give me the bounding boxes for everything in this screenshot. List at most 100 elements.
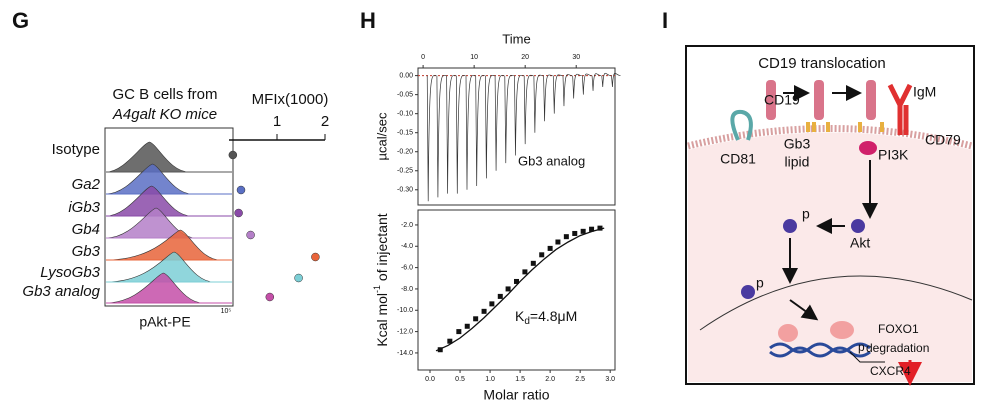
injection-peak bbox=[562, 74, 573, 107]
injection-peak bbox=[504, 74, 514, 164]
point bbox=[580, 228, 586, 234]
injection-peak bbox=[494, 75, 505, 171]
y-tick-label: -2.0 bbox=[401, 222, 413, 229]
category-label: iGb3 bbox=[68, 199, 100, 216]
x-tick-label: 1.0 bbox=[485, 376, 495, 383]
injection-peak bbox=[436, 75, 446, 198]
cytoplasm bbox=[688, 132, 972, 382]
point bbox=[456, 329, 462, 335]
akt-icon bbox=[783, 219, 797, 233]
foxo1-icon bbox=[830, 321, 854, 339]
cd19-icon bbox=[814, 80, 824, 120]
y-tick-label: 0.00 bbox=[399, 72, 413, 79]
y-label: Kcal mol-1 of injectant bbox=[372, 213, 389, 346]
category-label: LysoGb3 bbox=[40, 264, 100, 281]
plot-frame bbox=[417, 209, 616, 371]
point bbox=[514, 278, 519, 284]
cd19-icon bbox=[766, 80, 776, 120]
annotation-part: d bbox=[524, 316, 530, 327]
annotation-part: =4.8μM bbox=[530, 308, 577, 324]
dot bbox=[234, 208, 243, 218]
panel-label: I bbox=[662, 8, 668, 33]
point bbox=[530, 260, 536, 266]
plot-frame bbox=[417, 67, 616, 206]
x-tick-label: 1.5 bbox=[515, 376, 525, 383]
dot bbox=[236, 185, 246, 195]
y-label-part: Kcal mol bbox=[374, 293, 390, 347]
point bbox=[547, 245, 553, 251]
label: PI3K bbox=[878, 147, 909, 163]
point bbox=[489, 301, 495, 307]
point bbox=[447, 338, 453, 344]
point bbox=[597, 225, 603, 231]
injection-peak bbox=[514, 74, 524, 156]
injection-peak bbox=[446, 75, 456, 194]
dot bbox=[246, 230, 255, 240]
point bbox=[505, 286, 511, 292]
arrow bbox=[789, 299, 819, 321]
dot bbox=[265, 292, 275, 302]
y-label: µcal/sec bbox=[374, 112, 389, 160]
x-label: pAkt-PE bbox=[139, 314, 190, 330]
point bbox=[539, 252, 545, 258]
x-tick-label: 1 bbox=[273, 113, 281, 130]
y-tick-label: -0.25 bbox=[397, 168, 413, 175]
histogram-frame bbox=[104, 127, 234, 307]
injection-peak bbox=[533, 74, 543, 133]
label: IgM bbox=[913, 84, 936, 100]
y-tick-label: -6.0 bbox=[401, 264, 413, 271]
injection-peak bbox=[543, 74, 553, 122]
title: A4galt KO mice bbox=[112, 106, 217, 123]
point bbox=[589, 226, 595, 232]
annotation: Kd=4.8μM bbox=[515, 308, 577, 327]
fit-line bbox=[435, 227, 605, 352]
y-tick-label: -0.05 bbox=[397, 91, 413, 98]
title: GC B cells from bbox=[112, 86, 217, 103]
y-tick-label: -0.20 bbox=[397, 149, 413, 156]
injection-peak bbox=[582, 73, 592, 95]
x-tick-label: 3.0 bbox=[605, 376, 615, 383]
label: Gb3 bbox=[784, 136, 811, 152]
injection-peak bbox=[485, 75, 495, 179]
y-tick-label: -0.10 bbox=[397, 111, 413, 118]
y-tick-label: -12.0 bbox=[397, 328, 413, 335]
injection-peak bbox=[523, 74, 534, 145]
value-label: MFIx(1000) bbox=[252, 91, 329, 108]
label: CXCR4 bbox=[870, 364, 911, 378]
histogram bbox=[105, 163, 232, 195]
y-tick-label: -14.0 bbox=[397, 350, 413, 357]
injection-peak bbox=[591, 73, 602, 91]
y-tick-label: -0.30 bbox=[397, 187, 413, 194]
y-tick-label: -10.0 bbox=[397, 307, 413, 314]
membrane bbox=[687, 125, 973, 150]
label: lipid bbox=[785, 154, 810, 170]
point bbox=[522, 269, 528, 275]
label: p bbox=[858, 340, 865, 354]
label: CD79 bbox=[925, 132, 961, 148]
category-label: Isotype bbox=[52, 141, 100, 158]
x-tick-label: 10 bbox=[470, 54, 478, 61]
y-tick-label: -0.15 bbox=[397, 130, 413, 137]
y-label-part: -1 bbox=[372, 285, 382, 293]
foxo1-icon bbox=[778, 324, 798, 342]
panel-label: H bbox=[360, 8, 376, 33]
gb3-icons bbox=[806, 122, 884, 132]
category-label: Gb3 analog bbox=[22, 283, 100, 300]
x-tick-label: 0 bbox=[421, 54, 425, 61]
x-label: Molar ratio bbox=[483, 387, 549, 403]
injection-peak bbox=[552, 74, 563, 114]
point bbox=[473, 316, 479, 322]
hist-tick: 10⁵ bbox=[221, 308, 232, 315]
point bbox=[572, 230, 578, 236]
label: Akt bbox=[850, 235, 870, 251]
y-tick-label: -4.0 bbox=[401, 243, 413, 250]
histogram bbox=[105, 229, 232, 261]
dot bbox=[311, 252, 320, 262]
injection-peak bbox=[611, 72, 621, 88]
x-tick-label: 2.0 bbox=[545, 376, 555, 383]
label: p bbox=[756, 275, 764, 291]
point bbox=[481, 308, 487, 314]
annotation-part: K bbox=[515, 308, 525, 324]
